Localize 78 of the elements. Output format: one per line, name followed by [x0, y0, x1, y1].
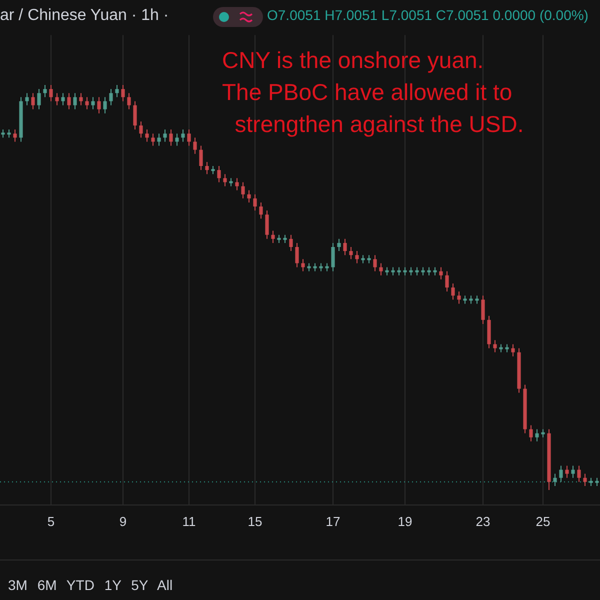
candlestick	[355, 250, 359, 264]
candlestick	[235, 178, 239, 191]
candlestick	[553, 473, 557, 486]
candlestick	[535, 428, 539, 442]
candlestick	[169, 129, 173, 146]
candlestick	[157, 133, 161, 146]
candlestick	[379, 262, 383, 276]
candlestick	[109, 88, 113, 106]
candlestick	[55, 92, 59, 106]
candlestick	[565, 465, 569, 478]
candlestick	[61, 92, 65, 106]
candlestick	[571, 465, 575, 478]
chart-subtitle: O7.0051 H7.0051 L7.0051 C7.0051 0.0000 (0.00%)	[267, 7, 588, 23]
x-tick-label: 9	[119, 514, 127, 529]
candlestick	[241, 182, 245, 199]
candlestick	[289, 234, 293, 252]
candlestick	[127, 92, 131, 110]
candlestick	[265, 210, 269, 240]
candlestick	[253, 194, 257, 212]
candlestick	[349, 246, 353, 260]
candlestick	[529, 424, 533, 442]
candlestick	[121, 84, 125, 102]
candlestick	[583, 473, 587, 486]
candlestick	[145, 129, 149, 142]
candlestick	[175, 133, 179, 146]
x-tick-label: 19	[398, 514, 412, 529]
annotation: CNY is the onshore yuan. The PBoC have allowed it to strengthen against the USD.	[222, 47, 524, 137]
candlestick	[457, 291, 461, 304]
x-tick-label: 25	[536, 514, 550, 529]
chart-title: ar / Chinese Yuan · 1h ·	[0, 7, 169, 24]
candlestick	[67, 92, 71, 110]
candlestick	[97, 96, 101, 114]
candlestick	[559, 465, 563, 482]
candlestick	[217, 166, 221, 183]
candlestick	[199, 145, 203, 171]
candlestick	[13, 129, 17, 142]
candlestick	[223, 174, 227, 187]
candlestick	[481, 295, 485, 324]
candlestick	[181, 129, 185, 142]
candlestick	[115, 84, 119, 98]
candlestick	[37, 88, 41, 110]
candlestick	[163, 129, 167, 142]
candlestick	[73, 92, 77, 110]
candlestick	[193, 137, 197, 154]
candlestick	[133, 100, 137, 130]
x-tick-label: 11	[182, 514, 196, 529]
candlestick	[295, 242, 299, 268]
candlestick	[445, 270, 449, 292]
candlestick	[187, 129, 191, 146]
candlestick	[25, 92, 29, 106]
candlestick	[91, 96, 95, 110]
candlestick	[373, 254, 377, 272]
candlestick	[103, 96, 107, 114]
candlestick	[43, 84, 47, 98]
candlestick	[205, 161, 209, 175]
x-tick-label: 17	[326, 514, 340, 529]
x-tick-label: 15	[248, 514, 262, 529]
candlestick	[139, 120, 143, 138]
candlestick	[49, 84, 53, 102]
candlestick	[331, 242, 335, 272]
candlestick	[31, 92, 35, 110]
x-tick-label: 23	[476, 514, 490, 529]
candlestick	[577, 465, 581, 482]
candlestick	[301, 258, 305, 272]
candlestick	[79, 92, 83, 106]
candlestick	[343, 238, 347, 256]
candlestick	[493, 340, 497, 353]
candlestick	[337, 238, 341, 252]
candlestick	[439, 266, 443, 280]
x-tick-label: 5	[47, 514, 55, 529]
candlestick	[151, 133, 155, 146]
candlestick	[85, 96, 89, 110]
text: 3M 6M YTD 1Y 5Y All	[8, 577, 173, 593]
candlestick	[271, 230, 275, 244]
candlestick	[259, 202, 263, 220]
candlestick	[451, 282, 455, 300]
candlestick	[511, 344, 515, 357]
candlestick	[247, 190, 251, 203]
